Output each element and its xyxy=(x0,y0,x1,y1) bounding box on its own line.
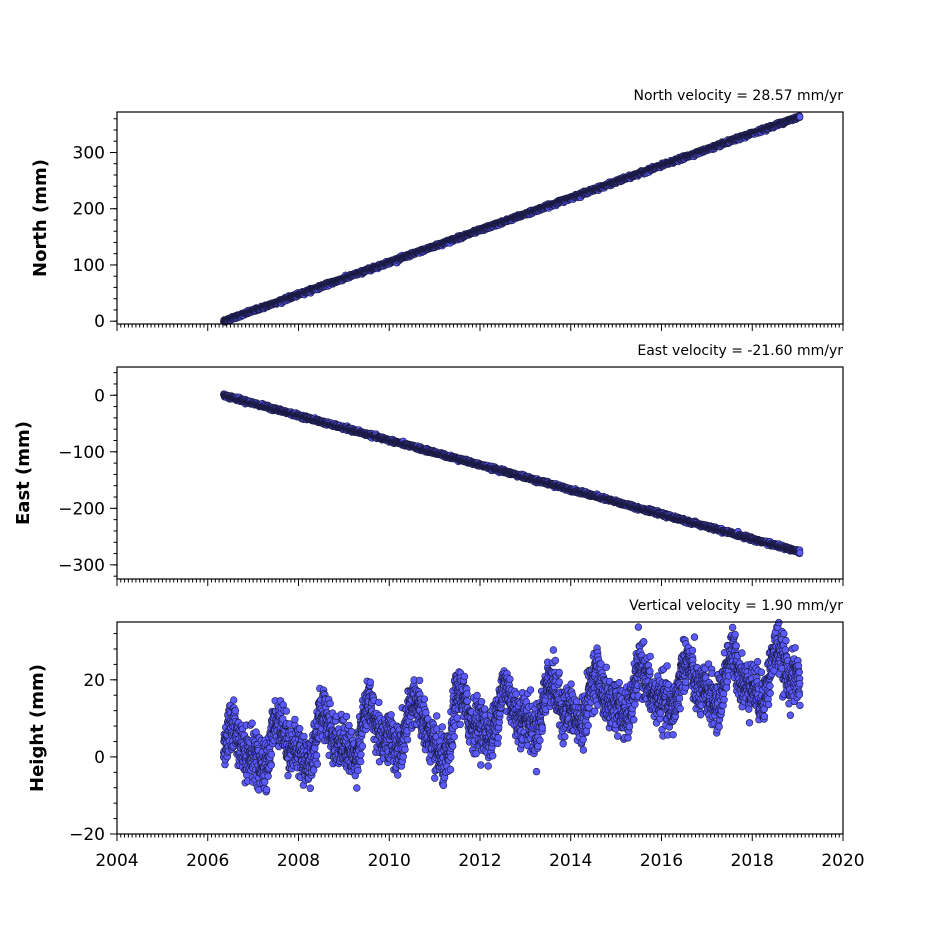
east-series xyxy=(220,390,804,558)
data-point xyxy=(796,113,804,121)
north-velocity-annotation: North velocity = 28.57 mm/yr xyxy=(633,88,843,104)
y-tick-label: 300 xyxy=(73,143,105,163)
north-series xyxy=(220,112,804,326)
y-tick-label: 200 xyxy=(73,200,105,220)
north-y-ticks: 0 100 200 300 xyxy=(73,118,117,332)
y-tick-label: 100 xyxy=(73,256,105,276)
north-panel: 0 100 200 300 North velocity = 28.57 mm/yr No… xyxy=(30,88,844,332)
y-tick-label: 0 xyxy=(94,312,105,332)
north-y-axis-label: North (mm) xyxy=(30,159,51,277)
